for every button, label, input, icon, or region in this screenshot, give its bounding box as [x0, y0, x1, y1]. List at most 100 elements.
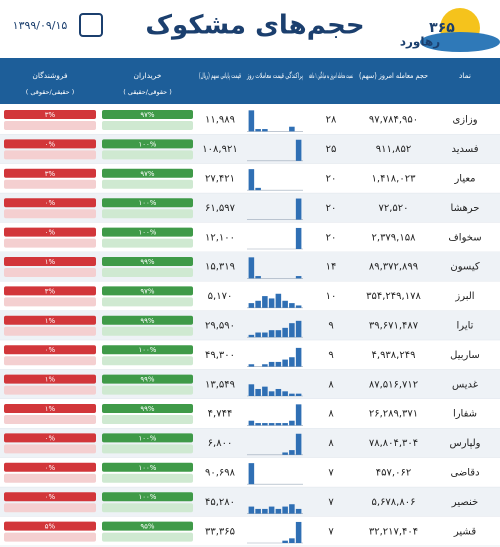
- dist-bar: [295, 521, 302, 543]
- dist-bar: [268, 361, 275, 367]
- cell-buyers: ۱۰۰%: [139, 493, 157, 501]
- cell-volume: ۴۵۷,۰۶۲: [376, 468, 411, 479]
- dist-bar: [248, 110, 255, 132]
- dist-bar: [282, 391, 288, 396]
- dist-bar: [255, 187, 261, 191]
- cell-sellers: ۰%: [45, 229, 56, 237]
- cell-buyers: ۱۰۰%: [139, 464, 157, 472]
- dist-bar: [255, 332, 261, 338]
- logo-text: رهاورد: [400, 35, 440, 50]
- cell-sellers-bar: [4, 168, 96, 178]
- logo-cloud: [420, 32, 500, 52]
- column-header: پراکندگی قیمت معاملات روز: [246, 71, 303, 80]
- cell-sellers-bar: [4, 198, 96, 208]
- cell-buyers-bar2: [102, 356, 193, 366]
- dist-bar: [282, 300, 288, 308]
- cell-ratio: ۲۰: [326, 203, 337, 214]
- cell-sellers-bar: [4, 521, 96, 531]
- dist-bar: [289, 450, 295, 455]
- dist-bar: [275, 361, 282, 367]
- cell-buyers: ۱۰۰%: [139, 229, 157, 237]
- cell-buyers-bar2: [102, 179, 193, 189]
- cell-sellers-bar2: [4, 415, 96, 424]
- dist-bar: [262, 508, 268, 514]
- cell-buyers-bar2: [102, 385, 193, 395]
- dist-bar: [248, 506, 255, 514]
- dist-bar: [282, 359, 288, 367]
- cell-ratio: ۹: [328, 321, 333, 332]
- cell-price: ۱۰۸,۹۲۱: [202, 144, 237, 155]
- dist-bar: [282, 506, 288, 514]
- dist-bar: [262, 332, 268, 338]
- column-header: قیمت پایانی سهم (ریال): [199, 71, 241, 80]
- cell-symbol: شفارا: [453, 409, 477, 420]
- cell-price: ۴۹,۳۰۰: [205, 350, 235, 361]
- cell-symbol: ساربیل: [450, 350, 480, 361]
- dist-bar: [255, 388, 261, 396]
- cell-sellers: ۰%: [45, 464, 56, 472]
- dist-bar: [262, 129, 268, 132]
- cell-price: ۱۵,۳۱۹: [205, 262, 235, 273]
- cell-buyers: ۱۰۰%: [139, 434, 157, 442]
- dist-bar: [289, 303, 295, 308]
- dist-bar: [268, 330, 275, 338]
- cell-sellers-bar: [4, 345, 96, 355]
- dist-bar: [262, 296, 268, 308]
- cell-sellers: ۳%: [45, 111, 56, 119]
- cell-sellers-bar2: [4, 179, 96, 189]
- cell-ratio: ۷: [328, 526, 334, 537]
- cell-buyers-bar2: [102, 209, 193, 219]
- cell-ratio: ۲۸: [326, 115, 337, 126]
- dist-bar: [289, 538, 295, 543]
- column-header: نماد: [459, 71, 471, 80]
- cell-symbol: تایرا: [457, 321, 474, 332]
- cell-sellers: ۵%: [45, 523, 56, 531]
- cell-buyers: ۱۰۰%: [139, 346, 157, 354]
- cell-volume: ۷۲,۵۲۰: [378, 203, 408, 214]
- cell-symbol: حرهشا: [451, 203, 480, 214]
- cell-volume: ۴,۹۳۸,۲۴۹: [372, 350, 416, 361]
- cell-volume: ۸۷,۵۱۶,۷۱۲: [369, 379, 418, 390]
- cell-buyers: ۱۰۰%: [139, 140, 157, 148]
- dist-bar: [275, 293, 282, 308]
- dist-bar: [275, 508, 282, 514]
- column-note: ( حقوقی/حقیقی ): [123, 88, 172, 96]
- dist-bar: [268, 423, 275, 426]
- cell-sellers: ۰%: [45, 493, 56, 501]
- cell-sellers-bar: [4, 315, 96, 325]
- dist-bar: [248, 384, 255, 396]
- cell-price: ۲۷,۴۲۱: [205, 174, 235, 185]
- dist-bar: [268, 391, 275, 396]
- dist-bar: [289, 504, 295, 514]
- cell-sellers-bar2: [4, 121, 96, 130]
- dist-bar: [295, 276, 302, 279]
- cell-sellers-bar: [4, 110, 96, 119]
- cell-sellers-bar2: [4, 150, 96, 160]
- cell-price: ۱۱,۹۸۹: [205, 115, 235, 126]
- cell-sellers-bar: [4, 374, 96, 384]
- cell-ratio: ۸: [328, 409, 334, 420]
- cell-sellers-bar2: [4, 473, 96, 483]
- cell-buyers-bar: [102, 433, 193, 443]
- cell-buyers: ۱۰۰%: [139, 199, 157, 207]
- dist-bar: [295, 508, 302, 514]
- cell-buyers-bar2: [102, 532, 193, 542]
- cell-sellers: ۰%: [45, 434, 56, 442]
- dist-bar: [255, 423, 261, 426]
- cell-symbol: فسدید: [452, 144, 479, 155]
- cell-buyers-bar: [102, 168, 193, 178]
- cell-buyers: ۹۹%: [140, 258, 155, 266]
- cell-price: ۴۵,۲۸۰: [205, 497, 235, 508]
- cell-sellers-bar: [4, 139, 96, 149]
- cell-sellers: ۰%: [45, 346, 56, 354]
- cell-sellers-bar2: [4, 297, 96, 307]
- column-header: نسبت معامله امروز به میانگین ۱ ماهه: [309, 71, 353, 80]
- cell-symbol: البرز: [454, 291, 474, 302]
- cell-buyers-bar2: [102, 503, 193, 513]
- cell-buyers-bar: [102, 492, 193, 502]
- cell-buyers-bar2: [102, 326, 193, 336]
- cell-sellers-bar2: [4, 356, 96, 366]
- dist-bar: [268, 298, 275, 308]
- cell-sellers-bar2: [4, 209, 96, 219]
- cell-ratio: ۸: [328, 438, 334, 449]
